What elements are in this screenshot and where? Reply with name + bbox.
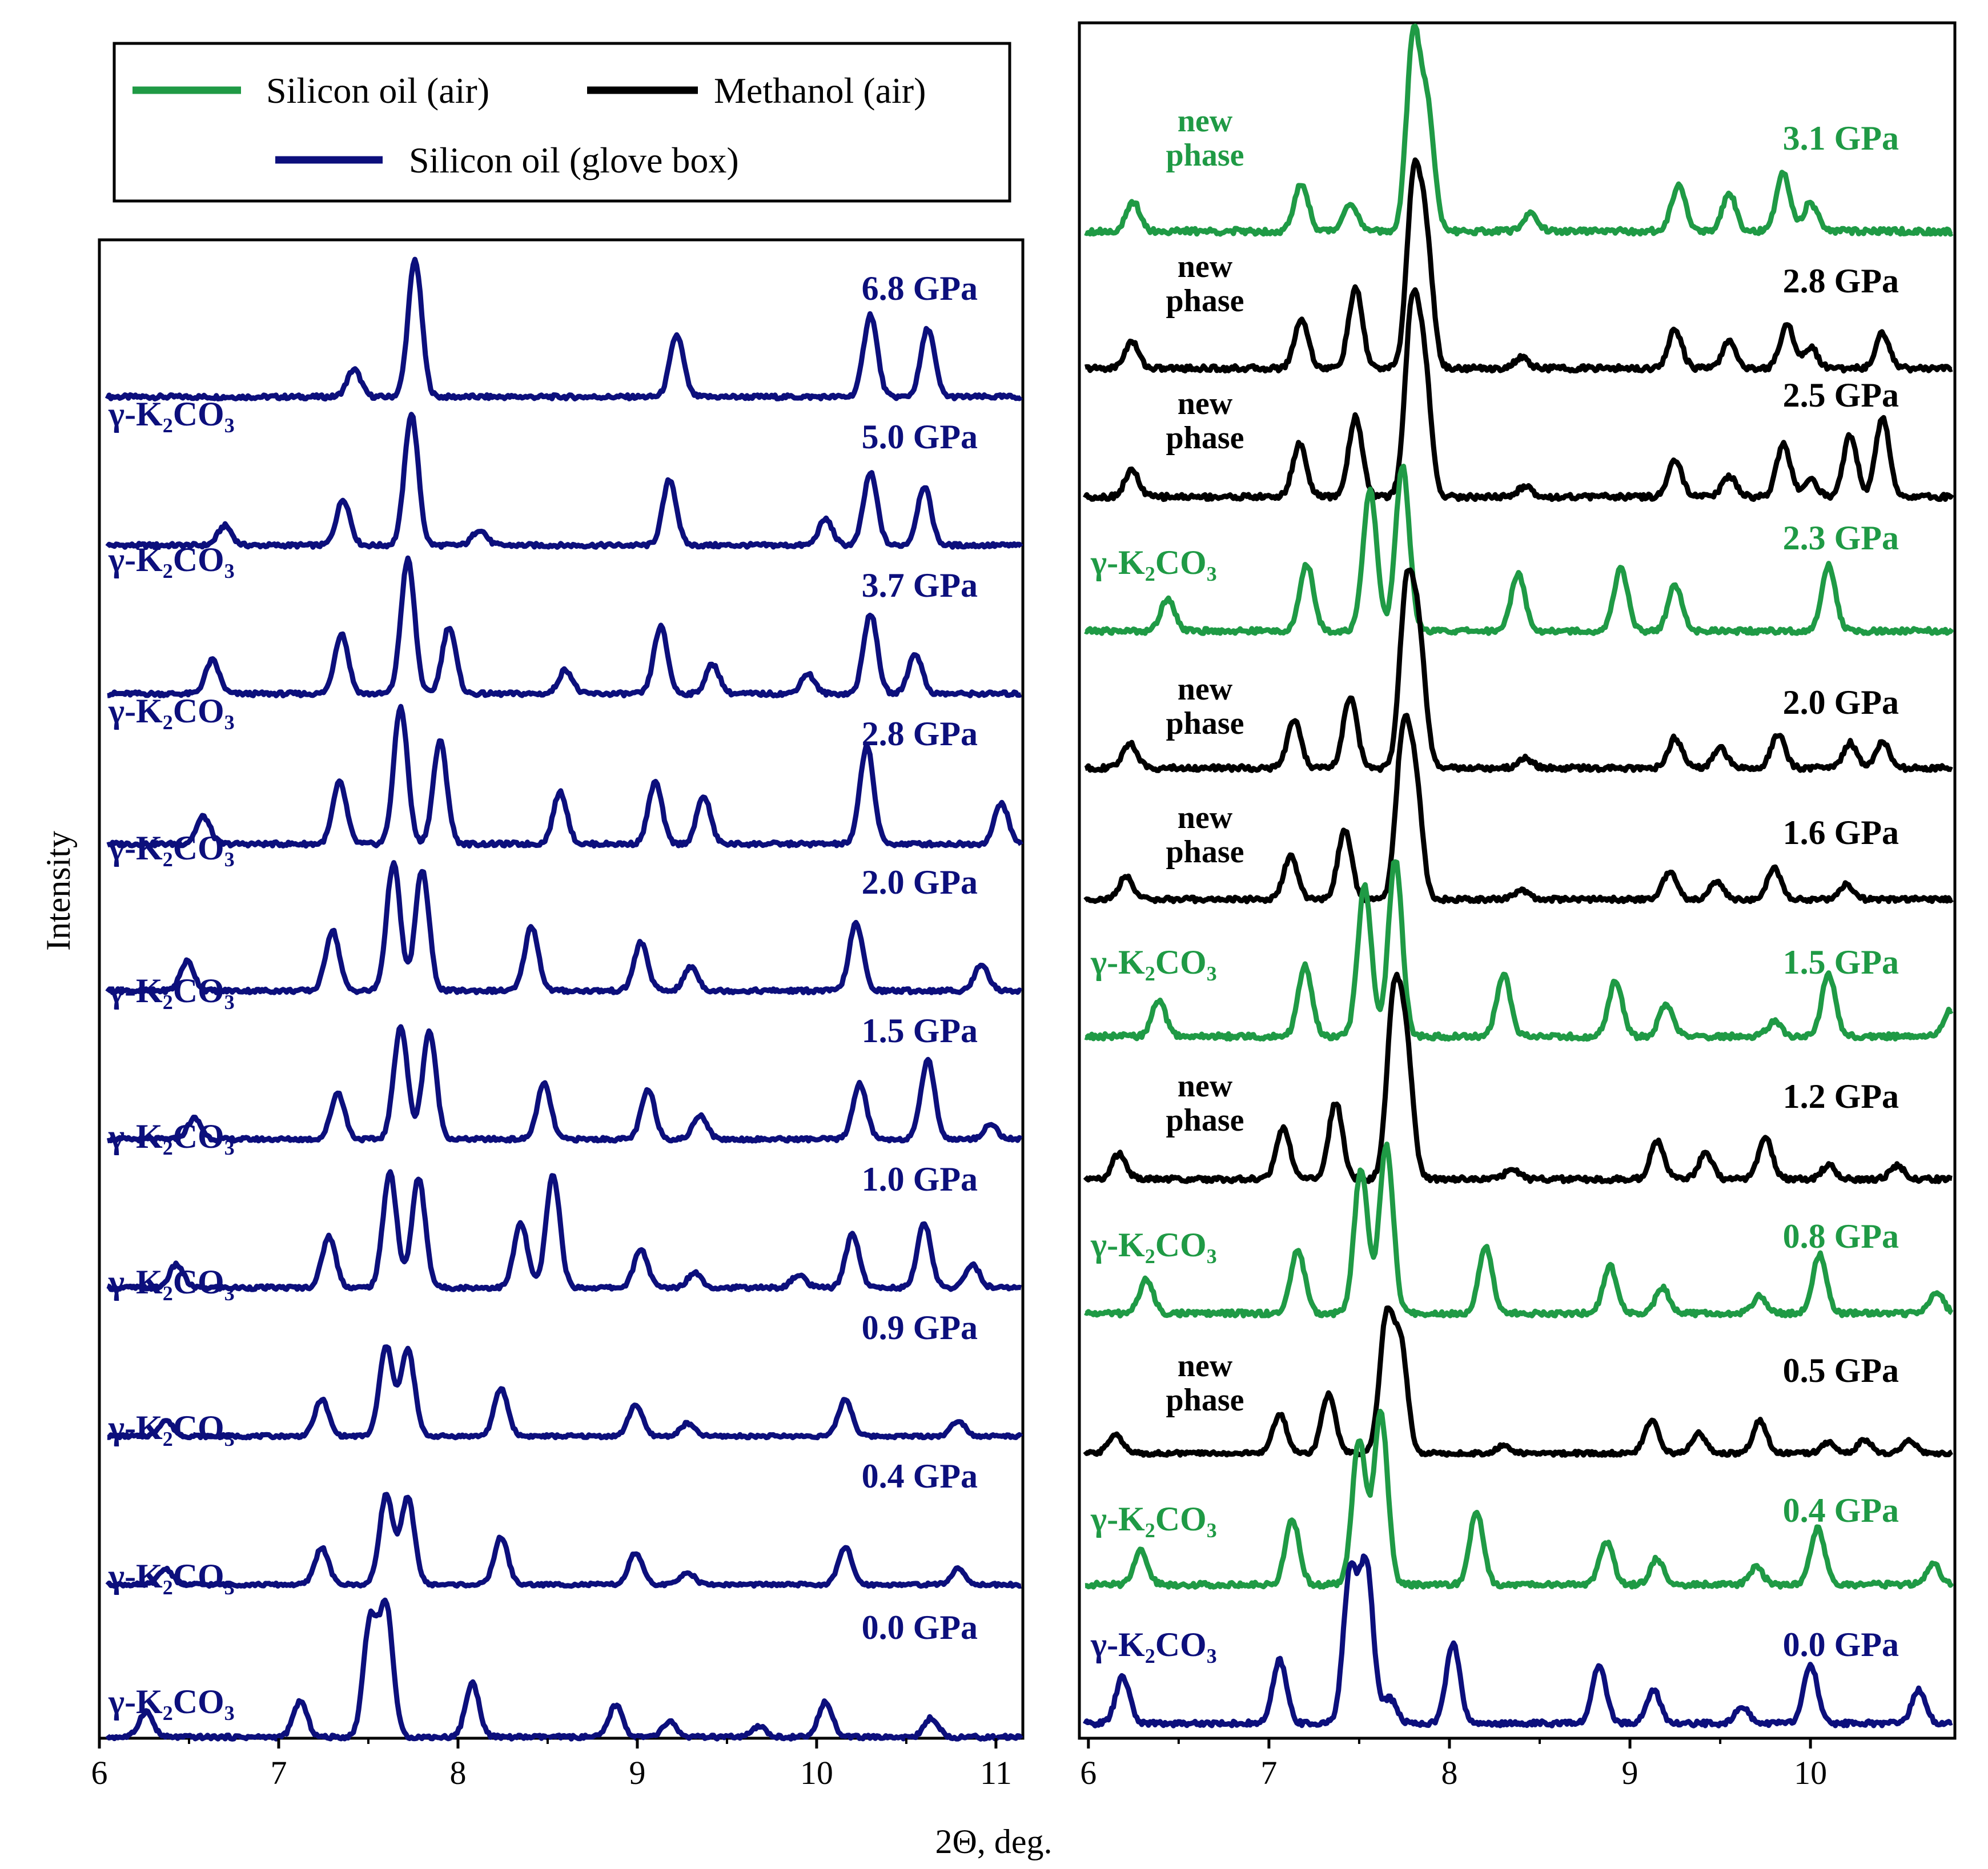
phase-label-new-phase: new phase — [1166, 800, 1244, 870]
x-axis-title: 2Θ, deg. — [935, 1823, 1053, 1860]
phase-label-gamma-k2co3: γ-K₂CO₃ — [108, 1263, 235, 1301]
phase-label-gamma-k2co3: γ-K₂CO₃ — [1090, 1226, 1217, 1264]
pattern-line-28-gpa — [1084, 157, 1953, 374]
x-tick-label: 10 — [800, 1754, 833, 1791]
pattern-line-23-gpa — [1084, 464, 1954, 636]
legend-label-methanol-air: Methanol (air) — [714, 70, 926, 111]
phase-label-gamma-k2co3: γ-K₂CO₃ — [108, 1118, 235, 1155]
pattern-line-12-gpa — [1083, 971, 1953, 1184]
phase-label-gamma-k2co3: γ-K₂CO₃ — [108, 1683, 235, 1721]
x-tick-label: 6 — [1080, 1754, 1097, 1791]
phase-label-gamma-k2co3: γ-K₂CO₃ — [108, 395, 235, 433]
right-series-group: 3.1 GPa new phase 2.8 GPa new phase 2.5 GPa new… — [1083, 23, 1954, 1729]
phase-label-new-phase: new phase — [1166, 386, 1244, 456]
right-x-axis: 6 7 8 9 10 — [1080, 1738, 1827, 1791]
pressure-label: 0.4 GPa — [1783, 1492, 1899, 1529]
pattern-line-09-gpa — [106, 1344, 1023, 1441]
pattern-line-05-gpa — [1083, 1305, 1953, 1458]
pressure-label: 2.5 GPa — [1783, 376, 1899, 414]
pattern-line-28-gpa — [106, 704, 1023, 849]
pressure-label: 0.0 GPa — [862, 1609, 978, 1646]
phase-label-gamma-k2co3: γ-K₂CO₃ — [108, 692, 235, 730]
pattern-line-08-gpa — [1084, 1142, 1954, 1319]
phase-label-gamma-k2co3: γ-K₂CO₃ — [1090, 943, 1217, 981]
pressure-label: 1.0 GPa — [862, 1160, 978, 1198]
pressure-label: 1.5 GPa — [1783, 943, 1899, 981]
pattern-line-10-gpa — [106, 1169, 1022, 1292]
x-tick-label: 7 — [270, 1754, 287, 1791]
legend-label-silicon-oil-glove-box: Silicon oil (glove box) — [409, 140, 739, 180]
pressure-label: 0.0 GPa — [1783, 1626, 1899, 1663]
legend: Silicon oil (air) Methanol (air) Silicon… — [113, 42, 1011, 203]
phase-label-gamma-k2co3: γ-K₂CO₃ — [1090, 1500, 1217, 1538]
legend-frame — [113, 42, 1011, 203]
pattern-line-04-gpa — [1084, 1409, 1954, 1590]
pattern-line-25-gpa — [1083, 287, 1954, 503]
pattern-line-04-gpa — [105, 1492, 1022, 1589]
x-tick-label: 11 — [980, 1754, 1012, 1791]
phase-label-new-phase: new phase — [1166, 249, 1244, 319]
pressure-label: 1.5 GPa — [862, 1012, 978, 1050]
pattern-line-31-gpa — [1084, 23, 1954, 237]
pattern-line-37-gpa — [106, 555, 1022, 698]
pressure-label: 1.2 GPa — [1783, 1078, 1899, 1115]
left-x-axis: 6 7 8 9 10 11 — [91, 1738, 1012, 1791]
pressure-label: 2.8 GPa — [1783, 262, 1899, 300]
x-tick-label: 9 — [629, 1754, 645, 1791]
pattern-line-00-gpa — [105, 1597, 1023, 1742]
phase-label-gamma-k2co3: γ-K₂CO₃ — [108, 1557, 235, 1595]
phase-label-gamma-k2co3: γ-K₂CO₃ — [108, 1409, 235, 1446]
x-tick-label: 8 — [1441, 1754, 1457, 1791]
left-series-group: 6.8 GPa γ-K₂CO₃ 5.0 GPa γ-K₂CO₃ 3.7 GPa γ-K₂C… — [105, 256, 1023, 1742]
pattern-line-00-gpa — [1083, 1553, 1953, 1729]
pattern-line-16-gpa — [1083, 713, 1954, 905]
x-tick-label: 9 — [1622, 1754, 1638, 1791]
phase-label-gamma-k2co3: γ-K₂CO₃ — [1090, 544, 1217, 581]
pressure-label: 2.3 GPa — [1783, 519, 1899, 557]
pressure-label: 3.1 GPa — [1783, 119, 1899, 157]
phase-label-new-phase: new phase — [1166, 1068, 1244, 1138]
pattern-line-20-gpa — [1084, 567, 1953, 773]
pattern-line-15-gpa — [106, 1024, 1023, 1144]
x-tick-label: 7 — [1260, 1754, 1277, 1791]
pressure-label: 2.0 GPa — [1783, 684, 1899, 721]
pressure-label: 2.0 GPa — [862, 863, 978, 901]
pressure-label: 0.5 GPa — [1783, 1352, 1899, 1389]
legend-label-silicon-oil-air: Silicon oil (air) — [266, 70, 489, 111]
pressure-label: 0.9 GPa — [862, 1309, 978, 1347]
phase-label-gamma-k2co3: γ-K₂CO₃ — [108, 972, 235, 1010]
right-plot-frame — [1078, 21, 1957, 1740]
x-tick-label: 6 — [91, 1754, 108, 1791]
pressure-label: 3.7 GPa — [862, 566, 978, 604]
pattern-line-20-gpa — [105, 860, 1023, 995]
pressure-label: 5.0 GPa — [862, 418, 978, 456]
phase-label-gamma-k2co3: γ-K₂CO₃ — [1090, 1626, 1217, 1663]
pattern-line-15-gpa — [1084, 859, 1954, 1042]
pressure-label: 1.6 GPa — [1783, 814, 1899, 851]
pressure-label: 2.8 GPa — [862, 715, 978, 753]
pattern-line-68-gpa — [105, 256, 1023, 402]
pressure-label: 0.8 GPa — [1783, 1217, 1899, 1255]
pattern-line-50-gpa — [105, 412, 1023, 550]
y-axis-title: Intensity — [39, 831, 77, 951]
x-tick-label: 10 — [1794, 1754, 1827, 1791]
x-tick-label: 8 — [449, 1754, 466, 1791]
phase-label-new-phase: new phase — [1166, 103, 1244, 173]
phase-label-new-phase: new phase — [1166, 1348, 1244, 1418]
phase-label-gamma-k2co3: γ-K₂CO₃ — [108, 829, 235, 867]
phase-label-gamma-k2co3: γ-K₂CO₃ — [108, 541, 235, 578]
pressure-label: 6.8 GPa — [862, 270, 978, 307]
phase-label-new-phase: new phase — [1166, 672, 1244, 741]
pressure-label: 0.4 GPa — [862, 1457, 978, 1495]
